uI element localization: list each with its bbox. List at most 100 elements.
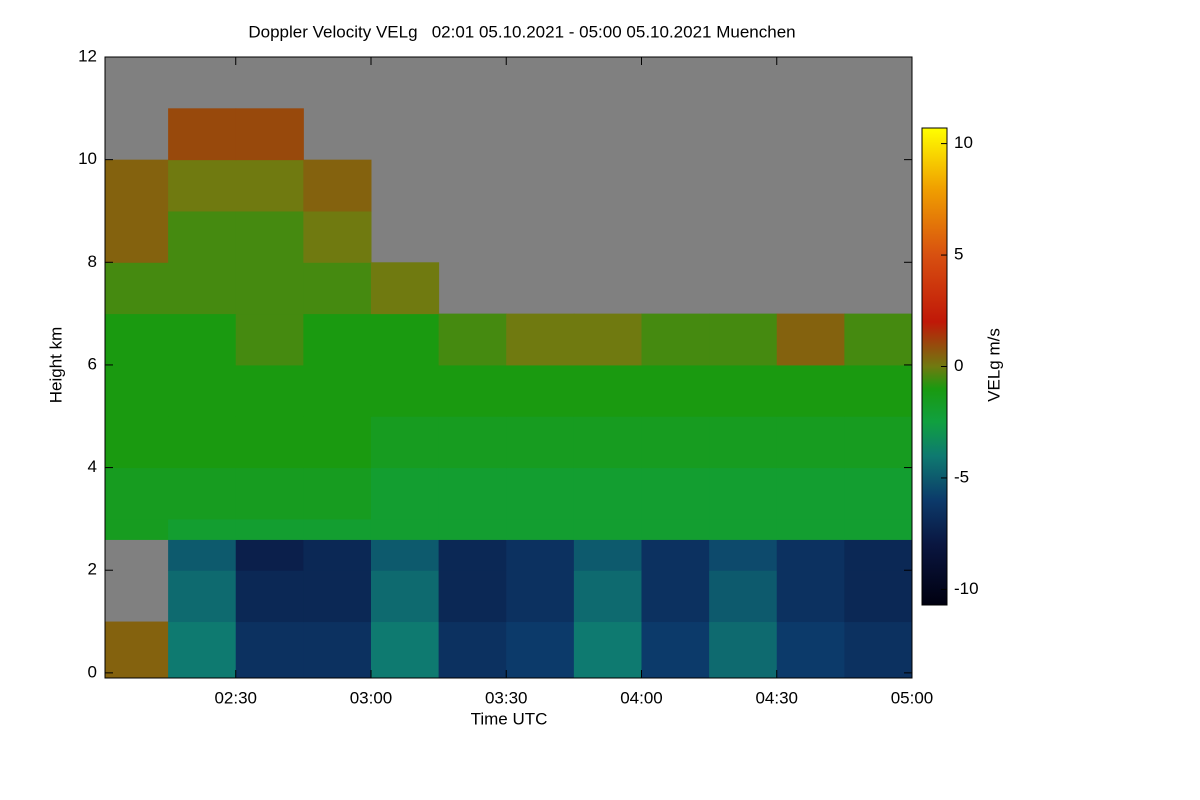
x-tick-label: 04:00 xyxy=(620,688,663,707)
heatmap-cell xyxy=(303,313,372,366)
heatmap-cell xyxy=(438,539,507,571)
heatmap-cell xyxy=(370,539,440,571)
heatmap-cell xyxy=(709,364,778,417)
heatmap-cell xyxy=(709,539,778,571)
heatmap-cell xyxy=(844,467,913,520)
heatmap-cell xyxy=(168,621,237,679)
heatmap-cell xyxy=(776,416,845,469)
y-tick-label: 6 xyxy=(88,354,97,373)
heatmap-cell xyxy=(709,621,778,679)
heatmap-cell xyxy=(303,262,372,315)
heatmap-cell xyxy=(370,313,440,366)
heatmap-cell xyxy=(573,621,642,679)
y-axis-label: Height km xyxy=(46,327,65,404)
heatmap-cell xyxy=(776,313,845,366)
heatmap-cell xyxy=(438,467,507,520)
heatmap-cell xyxy=(303,210,372,263)
colorbar-tick-label: 10 xyxy=(954,133,973,152)
heatmap-cell xyxy=(438,518,507,540)
x-axis-label: Time UTC xyxy=(471,709,548,728)
heatmap-cell xyxy=(506,570,575,623)
heatmap-cell xyxy=(641,539,710,571)
y-tick-label: 4 xyxy=(88,457,97,476)
heatmap-cell xyxy=(438,313,507,366)
heatmap-cell xyxy=(844,313,913,366)
y-tick-label: 2 xyxy=(88,560,97,579)
heatmap-cell xyxy=(641,313,710,366)
x-tick-label: 03:00 xyxy=(350,688,393,707)
heatmap-cell xyxy=(573,313,642,366)
heatmap-cell xyxy=(844,539,913,571)
heatmap-cell xyxy=(235,313,304,366)
heatmap-cell xyxy=(370,364,440,417)
heatmap-cell xyxy=(303,539,372,571)
heatmap-cell xyxy=(370,467,440,520)
x-tick-label: 03:30 xyxy=(485,688,528,707)
heatmap-cell xyxy=(844,518,913,540)
heatmap-cell xyxy=(506,364,575,417)
heatmap-cell xyxy=(709,518,778,540)
heatmap-cell xyxy=(370,416,440,469)
heatmap-cell xyxy=(303,364,372,417)
heatmap-cell xyxy=(709,467,778,520)
heatmap-cell xyxy=(506,621,575,679)
heatmap-cell xyxy=(168,416,237,469)
x-tick-label: 02:30 xyxy=(214,688,257,707)
heatmap-cell xyxy=(641,570,710,623)
heatmap-cell xyxy=(438,570,507,623)
y-tick-label: 0 xyxy=(88,662,97,681)
heatmap-cell xyxy=(776,518,845,540)
heatmap-cell xyxy=(168,539,237,571)
heatmap-cell xyxy=(105,416,169,469)
heatmap-cell xyxy=(168,108,237,161)
colorbar-tick-label: 5 xyxy=(954,245,963,264)
heatmap-cell xyxy=(105,518,169,540)
heatmap-cell xyxy=(573,539,642,571)
heatmap-cell xyxy=(370,570,440,623)
heatmap-cell xyxy=(573,364,642,417)
heatmap-cell xyxy=(641,467,710,520)
heatmap-cell xyxy=(573,416,642,469)
heatmap-cell xyxy=(168,262,237,315)
heatmap-cell xyxy=(235,108,304,161)
x-tick-label: 05:00 xyxy=(891,688,934,707)
heatmap-cell xyxy=(573,518,642,540)
heatmap-cell xyxy=(235,159,304,212)
heatmap-cell xyxy=(776,621,845,679)
heatmap-cell xyxy=(641,621,710,679)
heatmap-cell xyxy=(168,210,237,263)
heatmap-cell xyxy=(235,539,304,571)
heatmap-cell xyxy=(844,570,913,623)
heatmap-cell xyxy=(709,570,778,623)
heatmap-cell xyxy=(235,467,304,520)
chart-title: Doppler Velocity VELg 02:01 05.10.2021 -… xyxy=(248,22,795,41)
heatmap-cell xyxy=(709,416,778,469)
heatmap-cell xyxy=(506,539,575,571)
colorbar-label: VELg m/s xyxy=(984,328,1003,402)
heatmap-cell xyxy=(235,364,304,417)
heatmap-cell xyxy=(303,570,372,623)
heatmap-cell xyxy=(506,416,575,469)
heatmap-cell xyxy=(168,518,237,540)
heatmap-cell xyxy=(709,313,778,366)
y-tick-label: 10 xyxy=(78,149,97,168)
heatmap-cell xyxy=(641,364,710,417)
heatmap-cell xyxy=(235,210,304,263)
x-tick-label: 04:30 xyxy=(755,688,798,707)
plot-frame xyxy=(104,56,913,679)
heatmap-cell xyxy=(235,416,304,469)
y-tick-label: 12 xyxy=(78,46,97,65)
heatmap-cell xyxy=(573,467,642,520)
heatmap-cell xyxy=(303,159,372,212)
heatmap-cell xyxy=(168,570,237,623)
heatmap-cell xyxy=(776,364,845,417)
heatmap-cell xyxy=(168,467,237,520)
heatmap-cell xyxy=(105,210,169,263)
heatmap-cell xyxy=(370,518,440,540)
heatmap-cell xyxy=(844,364,913,417)
heatmap-cell xyxy=(573,570,642,623)
heatmap-cell xyxy=(506,467,575,520)
heatmap-cell xyxy=(105,467,169,520)
heatmap-cell xyxy=(105,159,169,212)
